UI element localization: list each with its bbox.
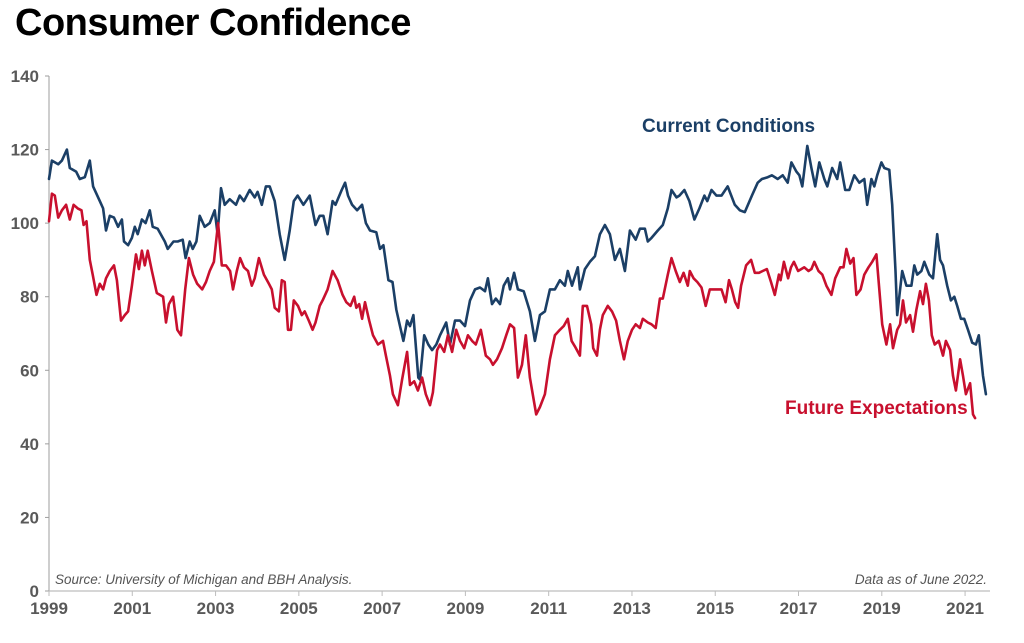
axes [48,76,990,592]
x-tick-label: 2017 [780,599,818,618]
x-tick-label: 2015 [696,599,734,618]
y-tick-label: 120 [11,141,39,160]
series-line-current-conditions [47,144,988,396]
y-tick-label: 60 [20,361,39,380]
x-ticks: 1999 2001 2003 2005 2007 2009 2011 2013 2015 2017… [30,591,984,618]
y-tick-label: 140 [11,67,39,86]
source-note: Source: University of Michigan and BBH A… [55,572,352,587]
series-line-future-expectations [47,192,977,420]
x-tick-label: 2001 [113,599,151,618]
series-group [47,144,988,420]
x-tick-label: 2019 [863,599,901,618]
x-tick-label: 2005 [280,599,318,618]
x-tick-label: 2003 [197,599,235,618]
y-tick-label: 20 [20,508,39,527]
y-ticks: 0 20 40 60 80 100 120 140 [11,67,49,601]
x-tick-label: 2021 [946,599,984,618]
series-label-future-expectations: Future Expectations [785,398,968,419]
x-tick-label: 2009 [446,599,484,618]
date-note: Data as of June 2022. [855,572,987,587]
y-tick-label: 100 [11,214,39,233]
x-tick-label: 1999 [30,599,68,618]
x-tick-label: 2013 [613,599,651,618]
y-tick-label: 40 [20,435,39,454]
x-tick-label: 2007 [363,599,401,618]
y-tick-label: 80 [20,288,39,307]
x-tick-label: 2011 [530,599,567,618]
series-label-current-conditions: Current Conditions [642,116,815,137]
chart-title: Consumer Confidence [15,2,411,44]
y-tick-label: 0 [30,582,39,601]
